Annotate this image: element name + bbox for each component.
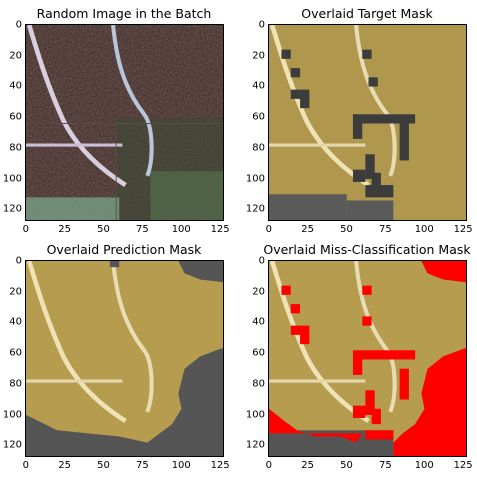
x-tick-label: 125 bbox=[453, 460, 473, 471]
x-tick-label: 50 bbox=[97, 224, 110, 235]
panel-title-prediction-mask: Overlaid Prediction Mask bbox=[46, 242, 202, 257]
y-tick-label: 60 bbox=[9, 111, 22, 123]
y-tick-label: 0 bbox=[15, 255, 22, 267]
y-tick-label: 80 bbox=[252, 142, 265, 154]
x-tick-label: 0 bbox=[22, 460, 29, 471]
prediction-background-regions bbox=[26, 261, 223, 456]
y-tick-label: 0 bbox=[258, 255, 265, 267]
x-tick-label: 125 bbox=[210, 460, 230, 471]
x-tick-label: 0 bbox=[265, 224, 272, 235]
prediction-mask-plot bbox=[25, 260, 224, 457]
misclassification-mask-graphic bbox=[269, 261, 466, 456]
y-tick-label: 0 bbox=[15, 19, 22, 31]
x-tick-label: 75 bbox=[136, 460, 149, 471]
x-tick-label: 125 bbox=[453, 224, 473, 235]
y-tick-label: 120 bbox=[2, 439, 22, 451]
y-tick-label: 60 bbox=[9, 347, 22, 359]
x-tick-label: 125 bbox=[210, 224, 230, 235]
y-tick-label: 60 bbox=[252, 111, 265, 123]
misclassified-regions bbox=[269, 261, 466, 456]
y-tick-label: 60 bbox=[252, 347, 265, 359]
y-tick-label: 100 bbox=[245, 173, 265, 185]
panel-title-raw-image: Random Image in the Batch bbox=[36, 6, 212, 21]
y-tick-label: 100 bbox=[2, 173, 22, 185]
x-tick-label: 25 bbox=[301, 224, 315, 235]
y-tick-label: 40 bbox=[252, 80, 265, 92]
x-tick-label: 75 bbox=[136, 224, 149, 235]
x-tick-label: 100 bbox=[171, 224, 191, 235]
target-background-regions bbox=[269, 49, 416, 220]
x-tick-label: 0 bbox=[22, 224, 29, 235]
x-tick-label: 75 bbox=[379, 460, 392, 471]
y-tick-label: 20 bbox=[9, 286, 22, 298]
panel-title-target-mask: Overlaid Target Mask bbox=[301, 6, 433, 21]
x-tick-label: 100 bbox=[171, 460, 191, 471]
y-tick-label: 20 bbox=[252, 286, 265, 298]
x-tick-label: 50 bbox=[340, 224, 353, 235]
raw-image-plot bbox=[25, 24, 224, 221]
y-tick-label: 80 bbox=[9, 142, 22, 154]
x-tick-label: 50 bbox=[97, 460, 110, 471]
x-tick-label: 50 bbox=[340, 460, 353, 471]
y-tick-label: 120 bbox=[245, 203, 265, 215]
misclassification-mask-plot bbox=[268, 260, 467, 457]
y-tick-label: 100 bbox=[245, 409, 265, 421]
raw-image-graphic bbox=[26, 25, 223, 220]
panel-title-misclassification-mask: Overlaid Miss-Classification Mask bbox=[263, 242, 471, 257]
y-tick-label: 40 bbox=[9, 80, 22, 92]
prediction-mask-graphic bbox=[26, 261, 223, 456]
x-tick-label: 25 bbox=[58, 460, 72, 471]
x-tick-label: 100 bbox=[414, 224, 434, 235]
y-tick-label: 120 bbox=[2, 203, 22, 215]
y-tick-label: 0 bbox=[258, 19, 265, 31]
x-tick-label: 0 bbox=[265, 460, 272, 471]
x-tick-label: 75 bbox=[379, 224, 392, 235]
y-tick-label: 80 bbox=[252, 378, 265, 390]
y-tick-label: 80 bbox=[9, 378, 22, 390]
target-mask-graphic bbox=[269, 25, 466, 220]
y-tick-label: 40 bbox=[9, 316, 22, 328]
y-tick-label: 40 bbox=[252, 316, 265, 328]
y-tick-label: 20 bbox=[9, 50, 22, 62]
target-mask-plot bbox=[268, 24, 467, 221]
x-tick-label: 100 bbox=[414, 460, 434, 471]
y-tick-label: 120 bbox=[245, 439, 265, 451]
x-tick-label: 25 bbox=[301, 460, 315, 471]
y-tick-label: 20 bbox=[252, 50, 265, 62]
x-tick-label: 25 bbox=[58, 224, 72, 235]
y-tick-label: 100 bbox=[2, 409, 22, 421]
